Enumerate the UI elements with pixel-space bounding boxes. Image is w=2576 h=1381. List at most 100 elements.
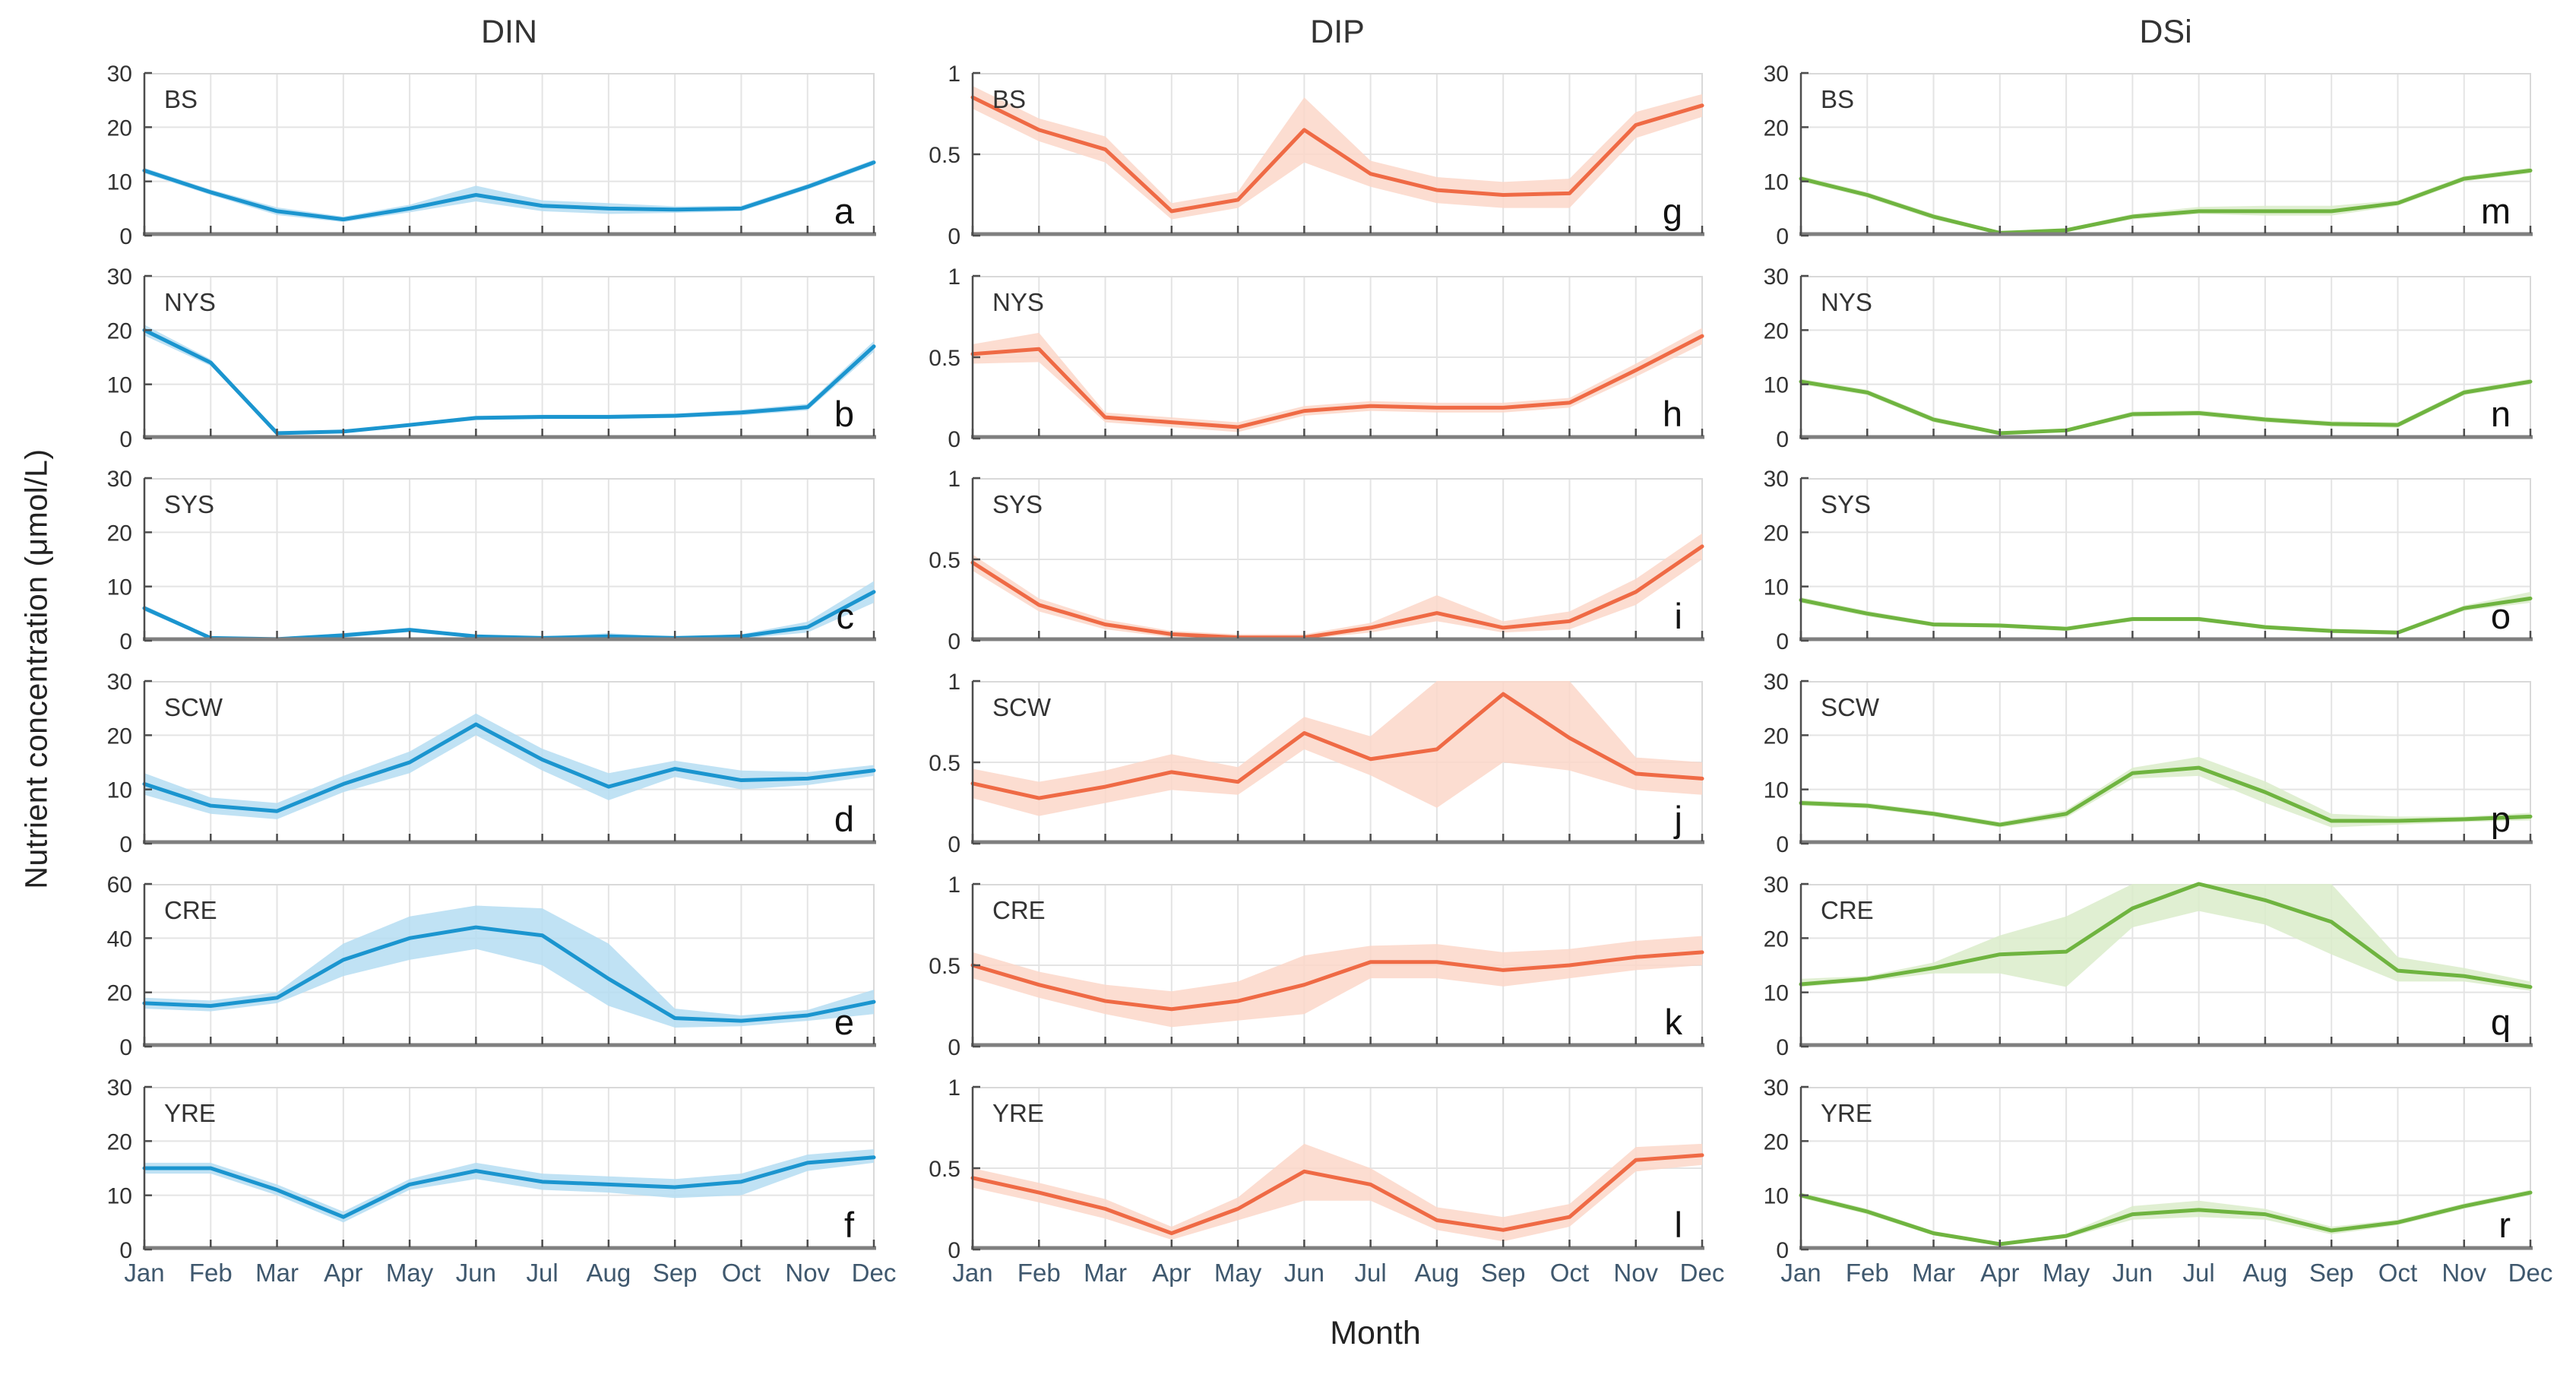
month-label: Sep	[653, 1259, 698, 1287]
month-label: Oct	[722, 1259, 761, 1287]
panel-letter: g	[1663, 191, 1682, 231]
month-label: Aug	[1415, 1259, 1460, 1287]
month-label: Sep	[2309, 1259, 2354, 1287]
month-label: Jan	[1780, 1259, 1821, 1287]
y-tick-label: 0	[948, 832, 960, 857]
y-tick-label: 40	[107, 926, 132, 952]
station-label: NYS	[1821, 288, 1872, 316]
station-label: YRE	[164, 1099, 216, 1127]
panel-p: 0 10 20 30 SCW p	[1764, 670, 2533, 857]
y-tick-label: 1	[948, 670, 960, 695]
station-label: YRE	[1821, 1099, 1872, 1127]
column-title-din: DIN	[480, 14, 538, 50]
month-tick-labels: Jan Feb Mar Apr May Jun Jul Aug Sep Oct Nov Dec	[124, 1259, 896, 1287]
month-label: Dec	[1680, 1259, 1725, 1287]
panel-a: 0 10 20 30 BS a	[107, 62, 876, 249]
panel-letter: i	[1675, 596, 1682, 636]
month-label: Jun	[2112, 1259, 2153, 1287]
panel-i: 0 0.5 1 SYS i	[929, 467, 1704, 654]
y-tick-label: 20	[107, 980, 132, 1006]
panel-letter: a	[834, 191, 855, 231]
month-label: Dec	[852, 1259, 897, 1287]
panel-letter: l	[1675, 1205, 1682, 1245]
month-label: Apr	[1980, 1259, 2019, 1287]
y-tick-label: 10	[1764, 778, 1789, 803]
month-label: Jun	[1284, 1259, 1324, 1287]
panel-letter: f	[844, 1205, 855, 1245]
panel-letter: r	[2498, 1205, 2511, 1245]
y-tick-label: 20	[1764, 724, 1789, 749]
y-tick-label: 0	[948, 427, 960, 452]
station-label: CRE	[1821, 896, 1874, 924]
y-tick-label: 10	[1764, 980, 1789, 1006]
month-label: Nov	[785, 1259, 830, 1287]
y-tick-label: 1	[948, 264, 960, 290]
y-tick-label: 0	[1776, 427, 1789, 452]
y-tick-label: 0	[1776, 832, 1789, 857]
y-tick-label: 0	[119, 224, 132, 249]
y-tick-label: 20	[1764, 116, 1789, 141]
y-tick-label: 0.5	[929, 954, 960, 979]
station-label: SCW	[992, 693, 1052, 721]
panel-c: 0 10 20 30 SYS c	[107, 467, 876, 654]
y-tick-label: 30	[107, 467, 132, 492]
month-label: Aug	[587, 1259, 631, 1287]
month-label: Oct	[1550, 1259, 1589, 1287]
station-label: BS	[1821, 85, 1854, 113]
x-axis-label: Month	[1330, 1315, 1421, 1351]
month-label: Apr	[324, 1259, 362, 1287]
month-tick-labels: Jan Feb Mar Apr May Jun Jul Aug Sep Oct Nov Dec	[1780, 1259, 2552, 1287]
y-tick-label: 0	[119, 832, 132, 857]
y-tick-label: 30	[1764, 670, 1789, 695]
station-label: YRE	[992, 1099, 1044, 1127]
panel-b: 0 10 20 30 NYS b	[107, 264, 876, 452]
y-tick-label: 20	[1764, 926, 1789, 952]
panel-f: 0 10 20 30 YRE f	[107, 1075, 876, 1263]
y-tick-label: 20	[1764, 318, 1789, 344]
station-label: SYS	[164, 490, 214, 518]
month-tick-labels: Jan Feb Mar Apr May Jun Jul Aug Sep Oct Nov Dec	[952, 1259, 1724, 1287]
panel-letter: h	[1663, 394, 1682, 434]
y-tick-label: 30	[107, 264, 132, 290]
panel-d: 0 10 20 30 SCW d	[107, 670, 876, 857]
y-tick-label: 30	[1764, 873, 1789, 898]
y-tick-label: 30	[1764, 1075, 1789, 1101]
column-title-dip: DIP	[1310, 14, 1365, 50]
month-label: Jun	[456, 1259, 496, 1287]
y-tick-label: 10	[1764, 1183, 1789, 1208]
y-tick-label: 10	[1764, 575, 1789, 600]
month-label: Jul	[2183, 1259, 2215, 1287]
month-label: Apr	[1152, 1259, 1191, 1287]
y-tick-label: 10	[107, 778, 132, 803]
y-tick-label: 0	[948, 629, 960, 654]
panel-letter: o	[2491, 596, 2511, 636]
y-tick-label: 0	[1776, 1035, 1789, 1060]
y-tick-label: 0	[119, 427, 132, 452]
month-label: Feb	[1017, 1259, 1061, 1287]
y-tick-label: 10	[1764, 372, 1789, 398]
y-tick-label: 60	[107, 873, 132, 898]
panel-letter: b	[834, 394, 854, 434]
month-label: May	[386, 1259, 434, 1287]
panel-letter: e	[834, 1002, 854, 1042]
month-label: Jul	[527, 1259, 559, 1287]
station-label: BS	[164, 85, 198, 113]
panel-g: 0 0.5 1 BS g	[929, 62, 1704, 249]
month-label: Nov	[1613, 1259, 1658, 1287]
panel-k: 0 0.5 1 CRE k	[929, 873, 1704, 1060]
y-tick-label: 30	[107, 62, 132, 87]
month-label: Sep	[1481, 1259, 1526, 1287]
panel-e: 0 20 40 60 CRE e	[107, 873, 876, 1060]
month-label: Feb	[1846, 1259, 1889, 1287]
station-label: SCW	[1821, 693, 1880, 721]
column-dsi: DSi 0 10 20 30 BS m 0 10 20 30 NYS n 0 10 20 30 SYS o 0 10 2…	[1725, 0, 2553, 1330]
station-label: CRE	[992, 896, 1046, 924]
station-label: SCW	[164, 693, 223, 721]
y-tick-label: 0.5	[929, 1157, 960, 1182]
panel-letter: n	[2491, 394, 2511, 434]
station-label: SYS	[1821, 490, 1871, 518]
panel-m: 0 10 20 30 BS m	[1764, 62, 2533, 249]
y-tick-label: 0.5	[929, 751, 960, 776]
panel-j: 0 0.5 1 SCW j	[929, 670, 1704, 857]
y-tick-label: 0.5	[929, 346, 960, 371]
